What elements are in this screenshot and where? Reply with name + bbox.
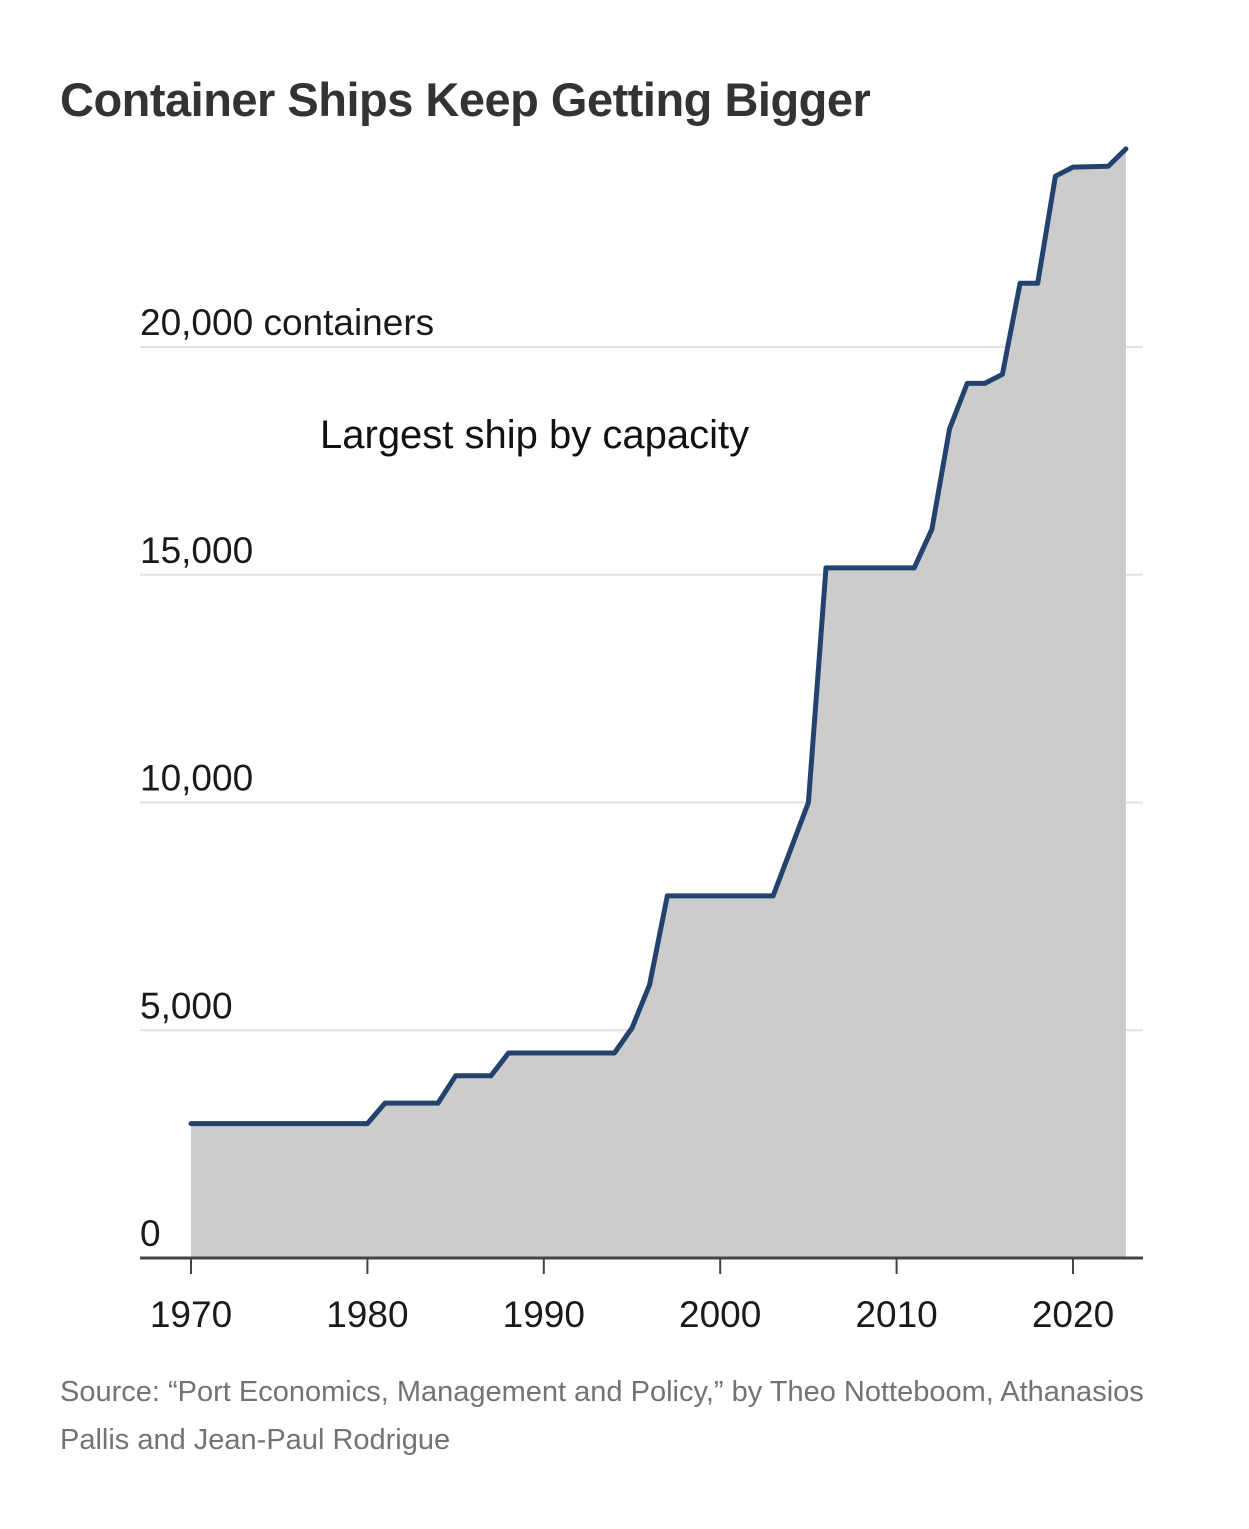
x-tick-label-1980: 1980 xyxy=(326,1294,408,1335)
y-tick-label-5000: 5,000 xyxy=(140,985,233,1026)
x-tick-label-1970: 1970 xyxy=(150,1294,232,1335)
x-tick-label-2000: 2000 xyxy=(679,1294,761,1335)
chart-title: Container Ships Keep Getting Bigger xyxy=(60,73,871,126)
x-tick-label-2020: 2020 xyxy=(1032,1294,1114,1335)
series-annotation: Largest ship by capacity xyxy=(320,413,749,457)
line-layer xyxy=(188,146,1129,1127)
area-layer xyxy=(191,148,1126,1258)
capacity-line xyxy=(188,146,1129,1127)
x-axis xyxy=(140,1256,1143,1274)
y-tick-label-20000: 20,000 containers xyxy=(140,302,434,343)
y-tick-label-15000: 15,000 xyxy=(140,530,253,571)
source-note: Source: “Port Economics, Management and … xyxy=(60,1376,1144,1456)
x-tick-label-1990: 1990 xyxy=(503,1294,585,1335)
x-tick-label-2010: 2010 xyxy=(855,1294,937,1335)
capacity-area xyxy=(191,148,1126,1258)
y-tick-label-10000: 10,000 xyxy=(140,758,253,799)
y-axis-labels: 0 5,000 10,000 15,000 20,000 containers xyxy=(140,302,434,1254)
x-axis-labels: 1970 1980 1990 2000 2010 2020 xyxy=(150,1294,1114,1335)
y-tick-label-0: 0 xyxy=(140,1213,161,1254)
